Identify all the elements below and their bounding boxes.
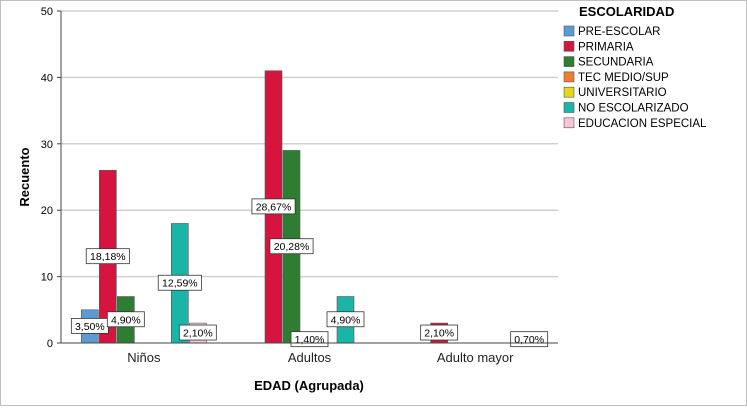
- x-axis-label: EDAD (Agrupada): [254, 378, 364, 393]
- data-label: 18,18%: [85, 248, 130, 265]
- data-label: 4,90%: [326, 311, 365, 328]
- gridlines: [61, 10, 558, 278]
- x-axis-ticks: Niños Adultos Adulto mayor: [127, 350, 514, 365]
- legend-label: PRIMARIA: [578, 41, 634, 53]
- data-label: 1,40%: [290, 331, 329, 348]
- data-labels: 3,50% 18,18% 4,90% 12,59% 2,10% 28,67% 20,28% 1…: [70, 198, 549, 348]
- legend: ESCOLARIDAD PRE-ESCOLAR PRIMARIA SECUNDARI…: [563, 4, 707, 130]
- data-label: 12,59%: [157, 274, 202, 291]
- data-label: 20,28%: [269, 238, 314, 255]
- legend-swatch: [563, 102, 575, 113]
- svg-text:12,59%: 12,59%: [162, 278, 198, 290]
- legend-item: NO ESCOLARIZADO: [563, 102, 689, 115]
- legend-item: UNIVERSITARIO: [563, 86, 667, 99]
- svg-text:4,90%: 4,90%: [111, 314, 141, 326]
- y-tick-label: 10: [41, 272, 53, 284]
- data-label: 3,50%: [70, 317, 109, 334]
- y-tick-label: 30: [41, 139, 53, 151]
- legend-item: PRIMARIA: [563, 40, 634, 53]
- legend-title: ESCOLARIDAD: [579, 4, 674, 19]
- legend-label: SECUNDARIA: [578, 57, 654, 69]
- svg-text:28,67%: 28,67%: [256, 201, 292, 213]
- svg-text:18,18%: 18,18%: [90, 251, 126, 263]
- y-axis-ticks: 0 10 20 30 40 50: [41, 6, 61, 350]
- data-label: 4,90%: [106, 311, 145, 328]
- svg-text:4,90%: 4,90%: [331, 314, 361, 326]
- legend-label: UNIVERSITARIO: [578, 87, 667, 99]
- legend-swatch: [563, 86, 575, 98]
- y-tick-label: 40: [41, 72, 53, 84]
- svg-text:20,28%: 20,28%: [274, 241, 310, 253]
- x-tick-label: Adultos: [288, 350, 332, 365]
- svg-text:3,50%: 3,50%: [75, 321, 105, 333]
- svg-text:2,10%: 2,10%: [183, 328, 213, 340]
- y-tick-label: 50: [41, 6, 53, 18]
- bars: [81, 70, 538, 344]
- data-label: 2,10%: [420, 324, 459, 341]
- svg-text:1,40%: 1,40%: [295, 334, 325, 346]
- x-tick-label: Adulto mayor: [437, 350, 514, 365]
- legend-label: PRE-ESCOLAR: [578, 26, 660, 38]
- legend-item: PRE-ESCOLAR: [563, 25, 660, 38]
- legend-swatch: [563, 56, 575, 67]
- data-label: 2,10%: [178, 324, 217, 341]
- y-tick-label: 20: [41, 205, 53, 217]
- svg-text:0,70%: 0,70%: [514, 334, 544, 346]
- legend-item: SECUNDARIA: [563, 56, 654, 69]
- legend-label: EDUCACION ESPECIAL: [578, 118, 707, 130]
- y-axis-label: Recuento: [17, 147, 32, 206]
- x-tick-label: Niños: [127, 350, 161, 365]
- legend-swatch: [563, 40, 575, 52]
- data-label: 0,70%: [510, 331, 549, 348]
- legend-swatch: [563, 71, 575, 83]
- legend-item: TEC MEDIO/SUP: [563, 71, 669, 84]
- y-tick-label: 0: [47, 338, 53, 350]
- data-label: 28,67%: [251, 198, 296, 215]
- legend-label: NO ESCOLARIZADO: [578, 103, 689, 115]
- legend-item: EDUCACION ESPECIAL: [563, 117, 707, 130]
- legend-swatch: [563, 25, 575, 37]
- legend-swatch: [563, 117, 575, 129]
- legend-items: PRE-ESCOLAR PRIMARIA SECUNDARIA TEC MEDIO/S…: [563, 25, 707, 130]
- legend-label: TEC MEDIO/SUP: [578, 72, 669, 84]
- svg-text:2,10%: 2,10%: [424, 328, 454, 340]
